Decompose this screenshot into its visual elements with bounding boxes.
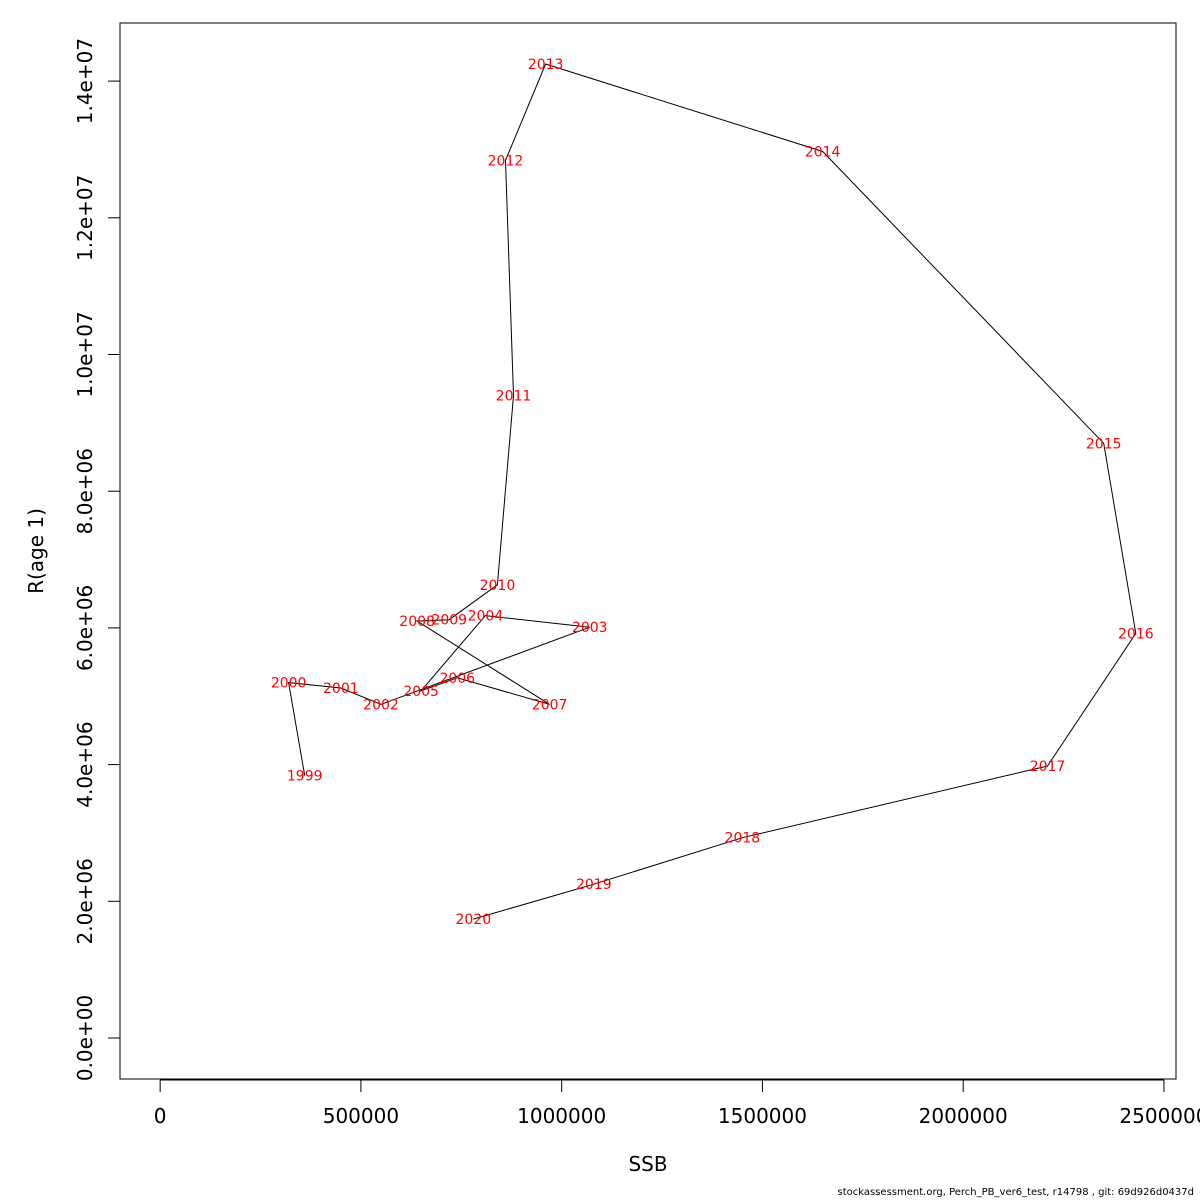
y-axis: 0.0e+00 2.0e+06 4.0e+06 6.0e+06 8.0e+06 1.0e+…: [73, 38, 121, 1081]
point-label: 2009: [431, 613, 467, 629]
point-label: 2017: [1030, 759, 1066, 775]
plot-area: [119, 22, 1177, 1080]
y-tick-label: 4.0e+06: [73, 721, 97, 807]
point-label: 2013: [528, 57, 564, 73]
y-tick-label: 0.0e+00: [73, 995, 97, 1081]
y-tick-label: 1.2e+07: [73, 175, 97, 261]
point-label: 2005: [403, 684, 439, 700]
point-label: 2014: [805, 144, 841, 160]
point-label: 2015: [1086, 436, 1122, 452]
point-label: 2010: [480, 578, 516, 594]
point-label: 1999: [287, 769, 323, 785]
x-axis-title: SSB: [628, 1152, 667, 1176]
footer-note: stockassessment.org, Perch_PB_ver6_test,…: [837, 1187, 1194, 1198]
point-label: 2003: [572, 620, 608, 636]
y-axis-title: R(age 1): [24, 508, 48, 594]
point-label: 2018: [725, 831, 761, 847]
y-tick-label: 6.0e+06: [73, 585, 97, 671]
point-label: 2012: [488, 153, 524, 169]
x-tick-label: 0: [154, 1104, 167, 1128]
x-tick-label: 500000: [323, 1104, 399, 1128]
point-label: 2000: [271, 676, 307, 692]
point-label: 2019: [576, 877, 612, 893]
point-label: 2008: [399, 614, 435, 630]
point-label: 2001: [323, 681, 359, 697]
x-tick-label: 1000000: [517, 1104, 606, 1128]
point-label: 2002: [363, 697, 399, 713]
x-tick-label: 2000000: [919, 1104, 1008, 1128]
x-tick-label: 2500000: [1119, 1104, 1200, 1128]
point-label: 2006: [439, 671, 475, 687]
x-axis: 0 500000 1000000 1500000 2000000 2500000: [154, 1079, 1200, 1128]
y-tick-label: 8.0e+06: [73, 448, 97, 534]
series-line: [287, 63, 1137, 920]
point-label: 2004: [468, 609, 504, 625]
point-label: 2007: [532, 697, 568, 713]
x-tick-label: 1500000: [718, 1104, 807, 1128]
point-label: 2020: [456, 912, 492, 928]
y-tick-label: 2.0e+06: [73, 858, 97, 944]
y-tick-label: 1.4e+07: [73, 38, 97, 124]
point-label: 2011: [496, 389, 532, 405]
point-label: 2016: [1118, 626, 1154, 642]
y-tick-label: 1.0e+07: [73, 311, 97, 397]
